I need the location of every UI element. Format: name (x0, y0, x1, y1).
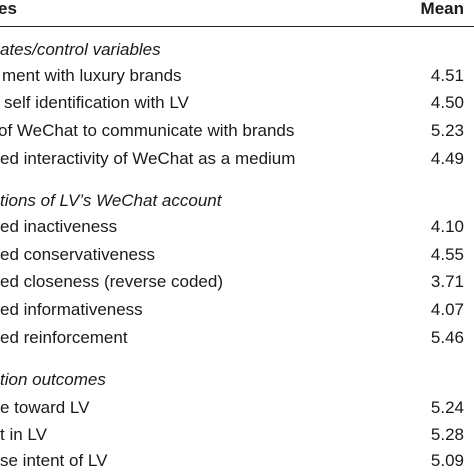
row-label: ed informativeness (0, 300, 143, 319)
row-mean: 4.50 (430, 93, 464, 112)
row-label: t in LV (0, 425, 47, 444)
section-title: tion outcomes (0, 369, 474, 395)
row-label: ed interactivity of WeChat as a medium (0, 149, 296, 168)
section-title-text: ates/control variables (0, 40, 161, 59)
section-title: tions of LV’s WeChat account (0, 190, 474, 216)
row-mean: 4.49 (430, 149, 464, 168)
table-row: ed reinforcement 5.46 (0, 327, 474, 353)
row-label: ed conservativeness (0, 245, 155, 264)
table-row: t in LV 5.28 (0, 424, 474, 450)
row-mean: 5.28 (430, 425, 464, 444)
header-variable-label: es (0, 0, 17, 18)
table-row: ed closeness (reverse coded) 3.71 (0, 271, 474, 297)
table-row: self identification with LV 4.50 (0, 92, 474, 118)
row-mean: 5.09 (430, 451, 464, 470)
row-mean: 4.10 (430, 217, 464, 236)
row-label: se intent of LV (0, 451, 108, 470)
row-label: self identification with LV (4, 93, 189, 112)
table-row: ed conservativeness 4.55 (0, 244, 474, 270)
section-title-text: tion outcomes (0, 370, 106, 389)
row-label: ed inactiveness (0, 217, 118, 236)
header-rule (0, 26, 474, 27)
row-mean: 4.07 (430, 300, 464, 319)
table-row: ment with luxury brands 4.51 (0, 65, 474, 91)
row-label: of WeChat to communicate with brands (0, 121, 295, 140)
table-row: of WeChat to communicate with brands 5.2… (0, 120, 474, 146)
table-row: ed interactivity of WeChat as a medium 4… (0, 148, 474, 174)
section-title-text: tions of LV’s WeChat account (0, 191, 222, 210)
table-row: se intent of LV 5.09 (0, 450, 474, 476)
table-header-row: es Mean (0, 0, 474, 24)
row-mean: 4.55 (430, 245, 464, 264)
row-label: ed closeness (reverse coded) (0, 272, 224, 291)
row-mean: 5.23 (430, 121, 464, 140)
table-row: e toward LV 5.24 (0, 397, 474, 423)
row-mean: 4.51 (430, 66, 464, 85)
row-mean: 3.71 (430, 272, 464, 291)
row-mean: 5.24 (430, 398, 464, 417)
row-label: ment with luxury brands (2, 66, 182, 85)
row-label: e toward LV (0, 398, 90, 417)
row-mean: 5.46 (430, 328, 464, 347)
header-mean-label: Mean (420, 0, 464, 18)
table-row: ed informativeness 4.07 (0, 299, 474, 325)
row-label: ed reinforcement (0, 328, 128, 347)
table-row: ed inactiveness 4.10 (0, 216, 474, 242)
section-title: ates/control variables (0, 39, 474, 65)
